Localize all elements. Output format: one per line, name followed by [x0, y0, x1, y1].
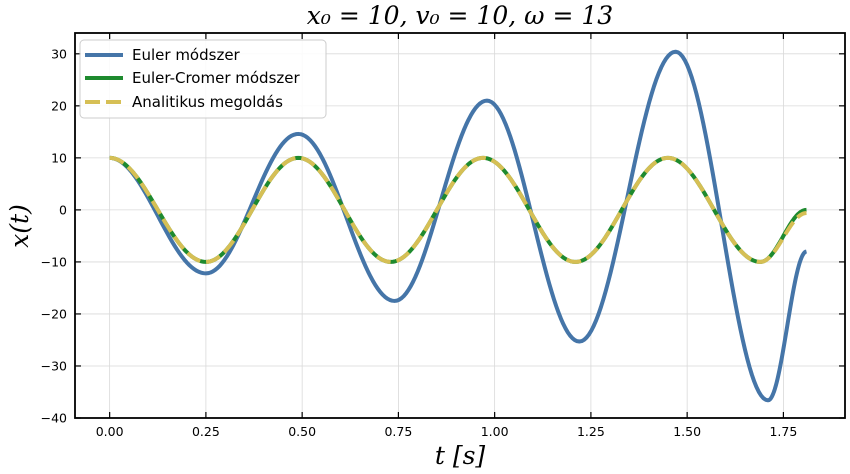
- plot-frame: [74, 32, 846, 419]
- y-axis-label: x(t): [5, 204, 34, 248]
- series-group: [109, 49, 808, 403]
- x-tick-label: 0.50: [288, 424, 316, 439]
- x-tick-label: 1.75: [769, 424, 797, 439]
- x-tick-label: 0.25: [192, 424, 220, 439]
- x-axis-label: t [s]: [435, 441, 486, 470]
- y-tick-label: −30: [41, 358, 67, 373]
- y-tick-label: 10: [51, 150, 67, 165]
- y-tick-label: −10: [41, 254, 67, 269]
- y-tick-label: 0: [59, 202, 67, 217]
- legend: Euler módszer Euler-Cromer módszer Anali…: [79, 39, 327, 119]
- x-tick-label: 1.25: [577, 424, 605, 439]
- x-tick-label: 0.75: [384, 424, 412, 439]
- x-tick-label: 1.50: [673, 424, 701, 439]
- y-tick-label: 20: [51, 98, 67, 113]
- legend-label-euler-cromer: Euler-Cromer módszer: [132, 69, 300, 87]
- legend-label-analytic: Analitikus megoldás: [132, 93, 283, 111]
- legend-box: [79, 39, 327, 119]
- series-line-analytic: [109, 155, 808, 264]
- x-tick-label: 0.00: [96, 424, 124, 439]
- legend-label-euler: Euler módszer: [132, 46, 241, 64]
- chart-title: x₀ = 10, v₀ = 10, ω = 13: [307, 1, 613, 30]
- ticks: [75, 33, 845, 419]
- tick-labels: 0.00 0.25 0.50 0.75 1.00 1.25 1.50 1.75 −40 −30 −2…: [41, 46, 798, 439]
- y-tick-label: 30: [51, 46, 67, 61]
- y-tick-label: −20: [41, 306, 67, 321]
- x-tick-label: 1.00: [481, 424, 509, 439]
- y-tick-label: −40: [41, 411, 67, 426]
